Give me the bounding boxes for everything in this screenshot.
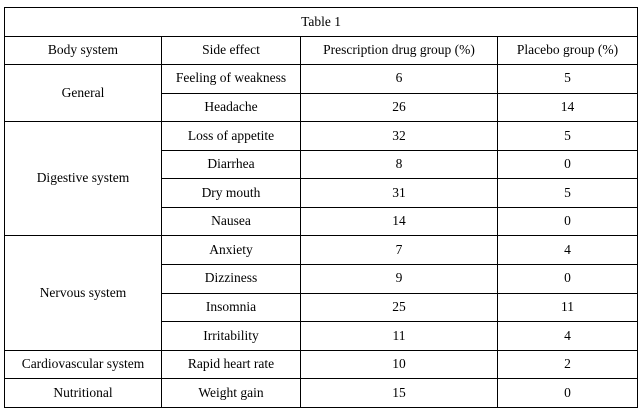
side-effect-cell: Diarrhea <box>161 149 301 180</box>
drug-value-cell: 7 <box>300 235 498 266</box>
drug-value-cell: 9 <box>300 264 498 294</box>
drug-value-cell: 31 <box>300 178 498 208</box>
side-effect-cell: Nausea <box>161 206 301 237</box>
header-side-effect: Side effect <box>161 36 301 65</box>
placebo-value-cell: 0 <box>496 264 639 294</box>
body-system-cell: Nervous system <box>4 235 162 351</box>
drug-value-cell: 26 <box>300 92 498 123</box>
placebo-value-cell: 0 <box>496 149 639 180</box>
placebo-value-cell: 11 <box>496 292 639 323</box>
table-row: Digestive system Loss of appetite 32 5 <box>4 121 639 237</box>
placebo-value-cell: 0 <box>496 206 639 237</box>
table-caption: Table 1 <box>3 7 639 37</box>
table-row: Cardiovascular system Rapid heart rate 1… <box>4 349 639 380</box>
header-body-system: Body system <box>4 36 162 65</box>
side-effect-cell: Feeling of weakness <box>161 64 301 94</box>
drug-value-cell: 25 <box>300 292 498 323</box>
side-effect-cell: Insomnia <box>161 292 301 323</box>
header-placebo-group: Placebo group (%) <box>496 36 639 65</box>
side-effect-cell: Headache <box>161 92 301 123</box>
table-container: Table 1 Body system Side effect Prescrip… <box>3 7 639 408</box>
placebo-value-cell: 4 <box>496 235 639 266</box>
body-system-cell: Cardiovascular system <box>4 349 162 380</box>
header-row: Body system Side effect Prescription dru… <box>4 36 639 65</box>
drug-value-cell: 32 <box>300 121 498 151</box>
drug-value-cell: 15 <box>300 378 498 408</box>
drug-value-cell: 14 <box>300 206 498 237</box>
placebo-value-cell: 4 <box>496 321 639 351</box>
side-effect-cell: Dizziness <box>161 264 301 294</box>
placebo-value-cell: 0 <box>496 378 639 408</box>
table-caption-row: Table 1 <box>3 7 639 37</box>
table-row: Diarrhea 8 0 <box>5 149 639 180</box>
side-effect-cell: Loss of appetite <box>161 121 301 151</box>
drug-value-cell: 8 <box>300 149 498 180</box>
placebo-value-cell: 5 <box>496 121 639 151</box>
side-effects-table: Table 1 Body system Side effect Prescrip… <box>3 7 639 408</box>
table-row: Nausea 14 0 <box>5 206 639 237</box>
placebo-value-cell: 5 <box>496 64 639 94</box>
table-row: Nervous system Anxiety 7 4 <box>4 235 639 351</box>
placebo-value-cell: 2 <box>496 349 639 380</box>
side-effect-cell: Irritability <box>161 321 301 351</box>
placebo-value-cell: 5 <box>496 178 639 208</box>
table-row: Nutritional Weight gain 15 0 <box>4 378 639 408</box>
drug-value-cell: 6 <box>300 64 498 94</box>
drug-value-cell: 11 <box>300 321 498 351</box>
body-system-cell: General <box>4 63 162 123</box>
header-drug-group: Prescription drug group (%) <box>300 36 498 65</box>
table-row: Irritability 11 4 <box>5 321 639 351</box>
table-row: Insomnia 25 11 <box>5 292 639 323</box>
table-row: Headache 26 14 <box>5 92 639 123</box>
side-effect-cell: Weight gain <box>161 378 301 408</box>
side-effect-cell: Dry mouth <box>161 178 301 208</box>
body-system-cell: Digestive system <box>4 121 162 237</box>
drug-value-cell: 10 <box>300 349 498 380</box>
placebo-value-cell: 14 <box>496 92 639 123</box>
table-row: General Feeling of weakness 6 5 <box>4 63 639 123</box>
side-effect-cell: Rapid heart rate <box>161 349 301 380</box>
side-effect-cell: Anxiety <box>161 235 301 266</box>
table-row: Dry mouth 31 5 <box>5 178 639 208</box>
body-system-cell: Nutritional <box>4 378 162 408</box>
table-row: Dizziness 9 0 <box>5 264 639 294</box>
